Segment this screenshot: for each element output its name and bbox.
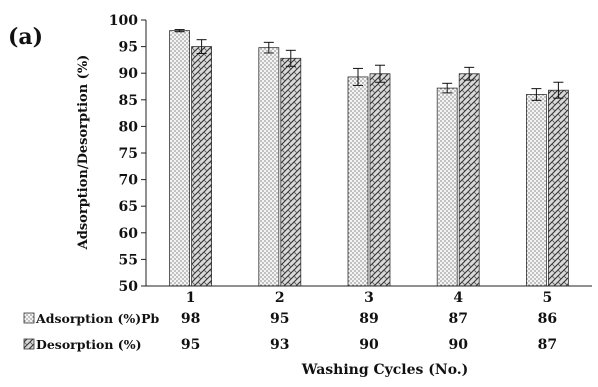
x-tick-label: 4 [453, 290, 463, 306]
y-axis: 50 55 60 65 70 75 80 85 90 95 100 [109, 13, 147, 295]
bar-weave-2 [280, 57, 302, 287]
legend-swatch-weave [23, 338, 35, 350]
bar-dots-1 [169, 30, 191, 287]
x-tick-label: 1 [186, 290, 196, 306]
y-tick-label: 50 [119, 279, 139, 295]
bar-weave-1 [191, 46, 213, 287]
bar-dots-4 [436, 87, 458, 287]
y-tick-label: 80 [119, 119, 139, 135]
data-table: Adsorption (%)Pb 98 95 89 87 86 Desorption (%)… [23, 311, 557, 353]
legend-series-name: Desorption (%) [36, 337, 142, 352]
y-tick-label: 85 [119, 93, 138, 109]
x-axis: 1 2 3 4 5 [146, 285, 592, 306]
bar-dots-5 [526, 94, 547, 287]
table-value: 93 [270, 337, 289, 353]
y-tick-label: 75 [119, 146, 138, 162]
bar-dots-3 [347, 76, 369, 287]
bar-weave-3 [369, 73, 391, 287]
table-value: 87 [448, 311, 467, 327]
y-tick-label: 90 [119, 66, 139, 82]
y-tick-label: 70 [119, 173, 139, 189]
y-axis-label: Adsorption/Desorption (%) [76, 55, 91, 251]
table-value: 95 [181, 337, 200, 353]
table-value: 98 [181, 311, 200, 327]
bars-group [169, 29, 569, 287]
x-axis-label: Washing Cycles (No.) [301, 362, 469, 378]
legend-swatch-dots [23, 312, 35, 324]
y-tick-label: 100 [109, 13, 138, 29]
table-value: 86 [538, 311, 557, 327]
table-value: 89 [359, 311, 378, 327]
table-value: 87 [538, 337, 557, 353]
panel-label: (a) [8, 24, 43, 50]
y-tick-label: 60 [119, 226, 139, 242]
x-tick-label: 5 [543, 290, 553, 306]
legend-series-name: Adsorption (%)Pb [35, 311, 160, 326]
y-tick-label: 95 [119, 40, 138, 56]
y-tick-label: 55 [119, 252, 138, 268]
table-value: 90 [359, 337, 379, 353]
table-value: 90 [448, 337, 468, 353]
table-value: 95 [270, 311, 289, 327]
bar-weave-4 [458, 73, 480, 287]
bar-dots-2 [258, 47, 280, 287]
y-tick-label: 65 [119, 199, 138, 215]
x-tick-label: 2 [275, 290, 285, 306]
bar-weave-5 [548, 89, 569, 287]
x-tick-label: 3 [364, 290, 374, 306]
